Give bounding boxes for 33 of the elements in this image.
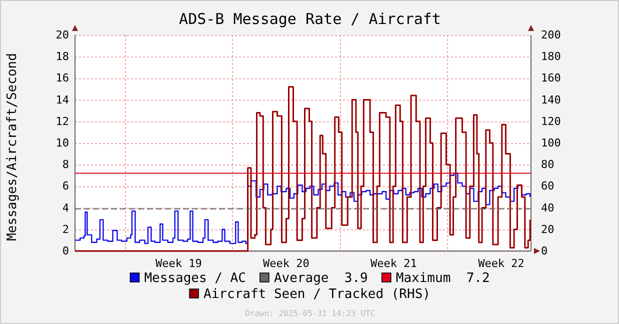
y-tick-label: 6 <box>62 180 69 193</box>
y-tick-label: 10 <box>56 136 69 150</box>
y2-tick-label: 100 <box>541 136 561 150</box>
y2-tick-label: 40 <box>541 201 554 214</box>
y2-tick-label: 140 <box>541 93 561 106</box>
y-tick-label: 18 <box>56 50 69 64</box>
y2-tick-label: 80 <box>541 158 554 172</box>
y2-tick-label: 20 <box>541 222 554 236</box>
y2-tick-label: 120 <box>541 114 561 128</box>
y-tick-label: 0 <box>62 244 69 258</box>
y2-tick-label: 160 <box>541 72 561 85</box>
y2-tick-label: 200 <box>541 28 561 42</box>
legend-label: Average 3.9 <box>274 271 368 286</box>
legend-label: Messages / AC <box>144 271 246 286</box>
y-tick-label: 16 <box>56 72 69 85</box>
legend-label: Maximum 7.2 <box>396 271 490 286</box>
y-tick-label: 8 <box>62 158 69 172</box>
legend-label: Aircraft Seen / Tracked (RHS) <box>204 287 430 302</box>
chart-title: ADS-B Message Rate / Aircraft <box>179 10 441 28</box>
x-tick-label: Week 21 <box>370 256 417 270</box>
y-tick-label: 12 <box>56 114 69 128</box>
y2-tick-label: 180 <box>541 50 561 64</box>
y-axis-title: Messages/Aircraft/Second <box>5 53 20 241</box>
y2-tick-label: 0 <box>541 244 548 258</box>
text: Drawn: 2025-05-31 14:23 UTC <box>244 309 376 318</box>
y-tick-label: 14 <box>56 93 70 106</box>
x-tick-label: Week 22 <box>478 256 524 270</box>
y-tick-label: 4 <box>62 201 70 214</box>
y-tick-label: 2 <box>62 222 69 236</box>
x-tick-label: Week 19 <box>156 256 202 270</box>
y-tick-label: 20 <box>56 28 69 42</box>
y2-tick-label: 60 <box>541 180 554 193</box>
x-tick-label: Week 20 <box>263 256 310 270</box>
